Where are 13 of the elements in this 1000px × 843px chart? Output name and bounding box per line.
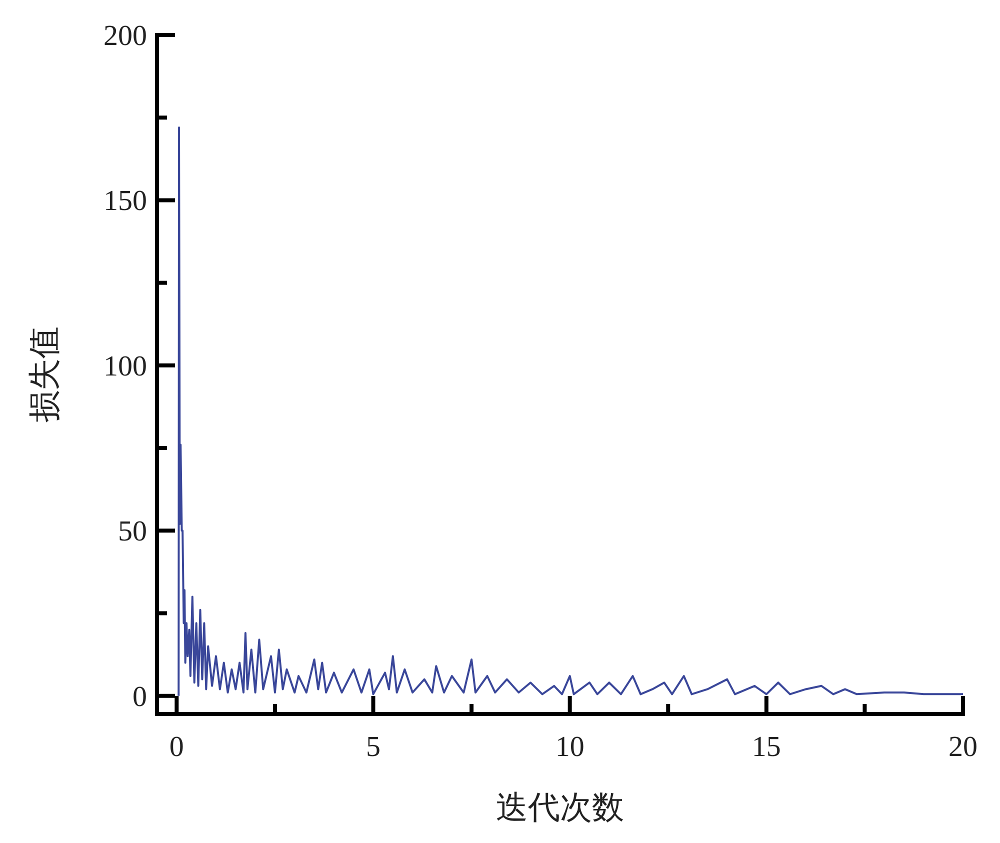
y-tick-label: 200 — [104, 20, 147, 52]
x-tick-label: 5 — [366, 731, 380, 763]
x-tick-label: 10 — [555, 731, 584, 763]
y-tick-label: 100 — [104, 350, 147, 382]
x-tick-label: 0 — [169, 731, 184, 763]
line-series — [178, 126, 964, 697]
y-tick-label: 50 — [118, 516, 147, 548]
x-axis-title: 迭代次数 — [496, 789, 624, 825]
y-axis-title: 损失值 — [26, 326, 62, 422]
x-tick-label: 15 — [752, 731, 781, 763]
y-tick-label: 0 — [132, 680, 147, 713]
y-tick-label: 150 — [104, 185, 147, 218]
x-tick-label: 20 — [948, 731, 978, 763]
